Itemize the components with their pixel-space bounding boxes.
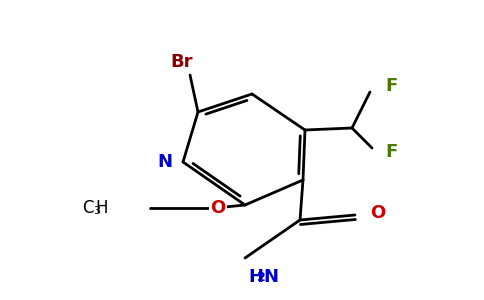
- Text: H: H: [248, 268, 263, 286]
- Text: F: F: [385, 143, 397, 161]
- Text: H: H: [95, 199, 108, 217]
- Text: F: F: [385, 77, 397, 95]
- Text: N: N: [157, 153, 172, 171]
- Text: 3: 3: [93, 206, 100, 216]
- Text: N: N: [263, 268, 278, 286]
- Text: O: O: [370, 204, 385, 222]
- Text: C: C: [82, 199, 94, 217]
- Text: 2: 2: [257, 271, 266, 284]
- Text: H2N: H2N: [227, 268, 269, 286]
- Text: Br: Br: [171, 53, 193, 71]
- Text: F: F: [385, 143, 397, 161]
- Text: F: F: [385, 77, 397, 95]
- Text: O: O: [211, 199, 226, 217]
- Text: O: O: [211, 199, 226, 217]
- Text: O: O: [370, 204, 385, 222]
- Text: Br: Br: [171, 53, 193, 71]
- Text: N: N: [157, 153, 172, 171]
- Text: H3C: H3C: [74, 199, 108, 217]
